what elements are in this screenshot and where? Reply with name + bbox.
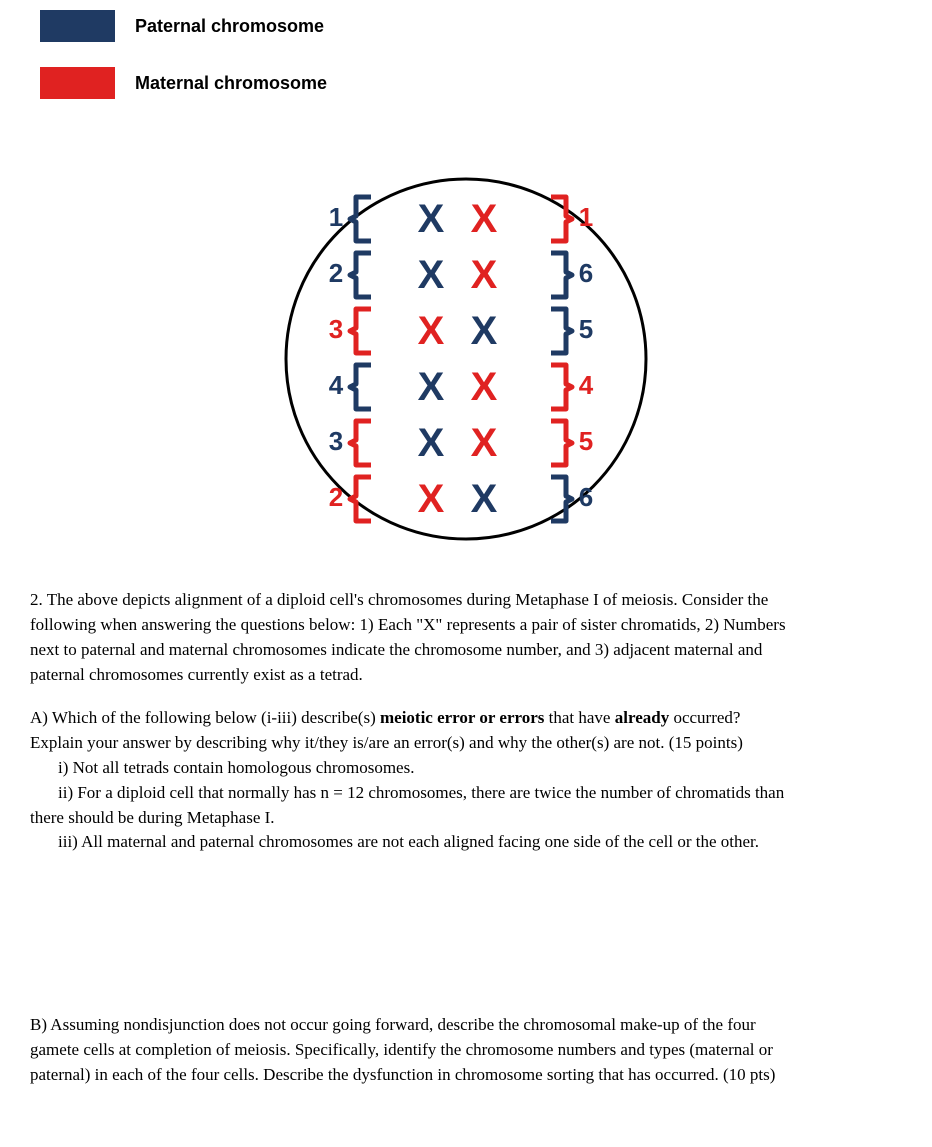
svg-text:5: 5: [579, 426, 593, 456]
maternal-swatch: [40, 67, 115, 99]
q2A-post: occurred?: [669, 708, 740, 727]
svg-text:2: 2: [329, 482, 343, 512]
question-2A: A) Which of the following below (i-iii) …: [30, 707, 902, 855]
svg-text:X: X: [418, 477, 445, 521]
q2-intro-l2: following when answering the questions b…: [30, 614, 902, 637]
svg-text:1: 1: [579, 202, 593, 232]
legend-row-paternal: Paternal chromosome: [40, 10, 902, 42]
q2A-ii-a: ii) For a diploid cell that normally has…: [30, 782, 902, 805]
svg-text:X: X: [418, 197, 445, 241]
svg-text:6: 6: [579, 482, 593, 512]
q2A-pre: A) Which of the following below (i-iii) …: [30, 708, 380, 727]
q2A-iii: iii) All maternal and paternal chromosom…: [30, 831, 902, 854]
paternal-swatch: [40, 10, 115, 42]
question-2B: B) Assuming nondisjunction does not occu…: [30, 1014, 902, 1087]
svg-text:X: X: [471, 309, 498, 353]
q2A-i: i) Not all tetrads contain homologous ch…: [30, 757, 902, 780]
q2-intro-l3: next to paternal and maternal chromosome…: [30, 639, 902, 662]
svg-text:X: X: [418, 309, 445, 353]
q2A-ii-b: there should be during Metaphase I.: [30, 807, 902, 830]
q2B-l2: gamete cells at completion of meiosis. S…: [30, 1039, 902, 1062]
q2-intro-l4: paternal chromosomes currently exist as …: [30, 664, 902, 687]
answer-space-A: [30, 874, 902, 1014]
svg-text:4: 4: [329, 370, 344, 400]
q2A-b2: already: [615, 708, 669, 727]
svg-text:3: 3: [329, 314, 343, 344]
cell-diagram: 11XX26XX35XX44XX35XX26XX: [266, 159, 666, 559]
svg-text:X: X: [471, 421, 498, 465]
svg-text:5: 5: [579, 314, 593, 344]
legend: Paternal chromosome Maternal chromosome: [40, 10, 902, 99]
svg-text:3: 3: [329, 426, 343, 456]
q2B-l3: paternal) in each of the four cells. Des…: [30, 1064, 902, 1087]
svg-text:1: 1: [329, 202, 343, 232]
question-2-intro: 2. The above depicts alignment of a dipl…: [30, 589, 902, 687]
figure-wrap: 11XX26XX35XX44XX35XX26XX: [30, 159, 902, 559]
svg-text:6: 6: [579, 258, 593, 288]
svg-text:X: X: [471, 477, 498, 521]
svg-text:X: X: [418, 253, 445, 297]
svg-text:2: 2: [329, 258, 343, 288]
svg-text:X: X: [471, 253, 498, 297]
legend-row-maternal: Maternal chromosome: [40, 67, 902, 99]
svg-text:X: X: [418, 421, 445, 465]
q2B-l1: B) Assuming nondisjunction does not occu…: [30, 1014, 902, 1037]
q2-intro-l1: 2. The above depicts alignment of a dipl…: [30, 589, 902, 612]
svg-text:X: X: [418, 365, 445, 409]
q2A-line2: Explain your answer by describing why it…: [30, 732, 902, 755]
paternal-label: Paternal chromosome: [135, 16, 324, 37]
q2A-b1: meiotic error or errors: [380, 708, 544, 727]
svg-text:X: X: [471, 197, 498, 241]
svg-text:X: X: [471, 365, 498, 409]
q2A-line1: A) Which of the following below (i-iii) …: [30, 707, 902, 730]
svg-text:4: 4: [579, 370, 594, 400]
q2A-mid: that have: [544, 708, 614, 727]
maternal-label: Maternal chromosome: [135, 73, 327, 94]
